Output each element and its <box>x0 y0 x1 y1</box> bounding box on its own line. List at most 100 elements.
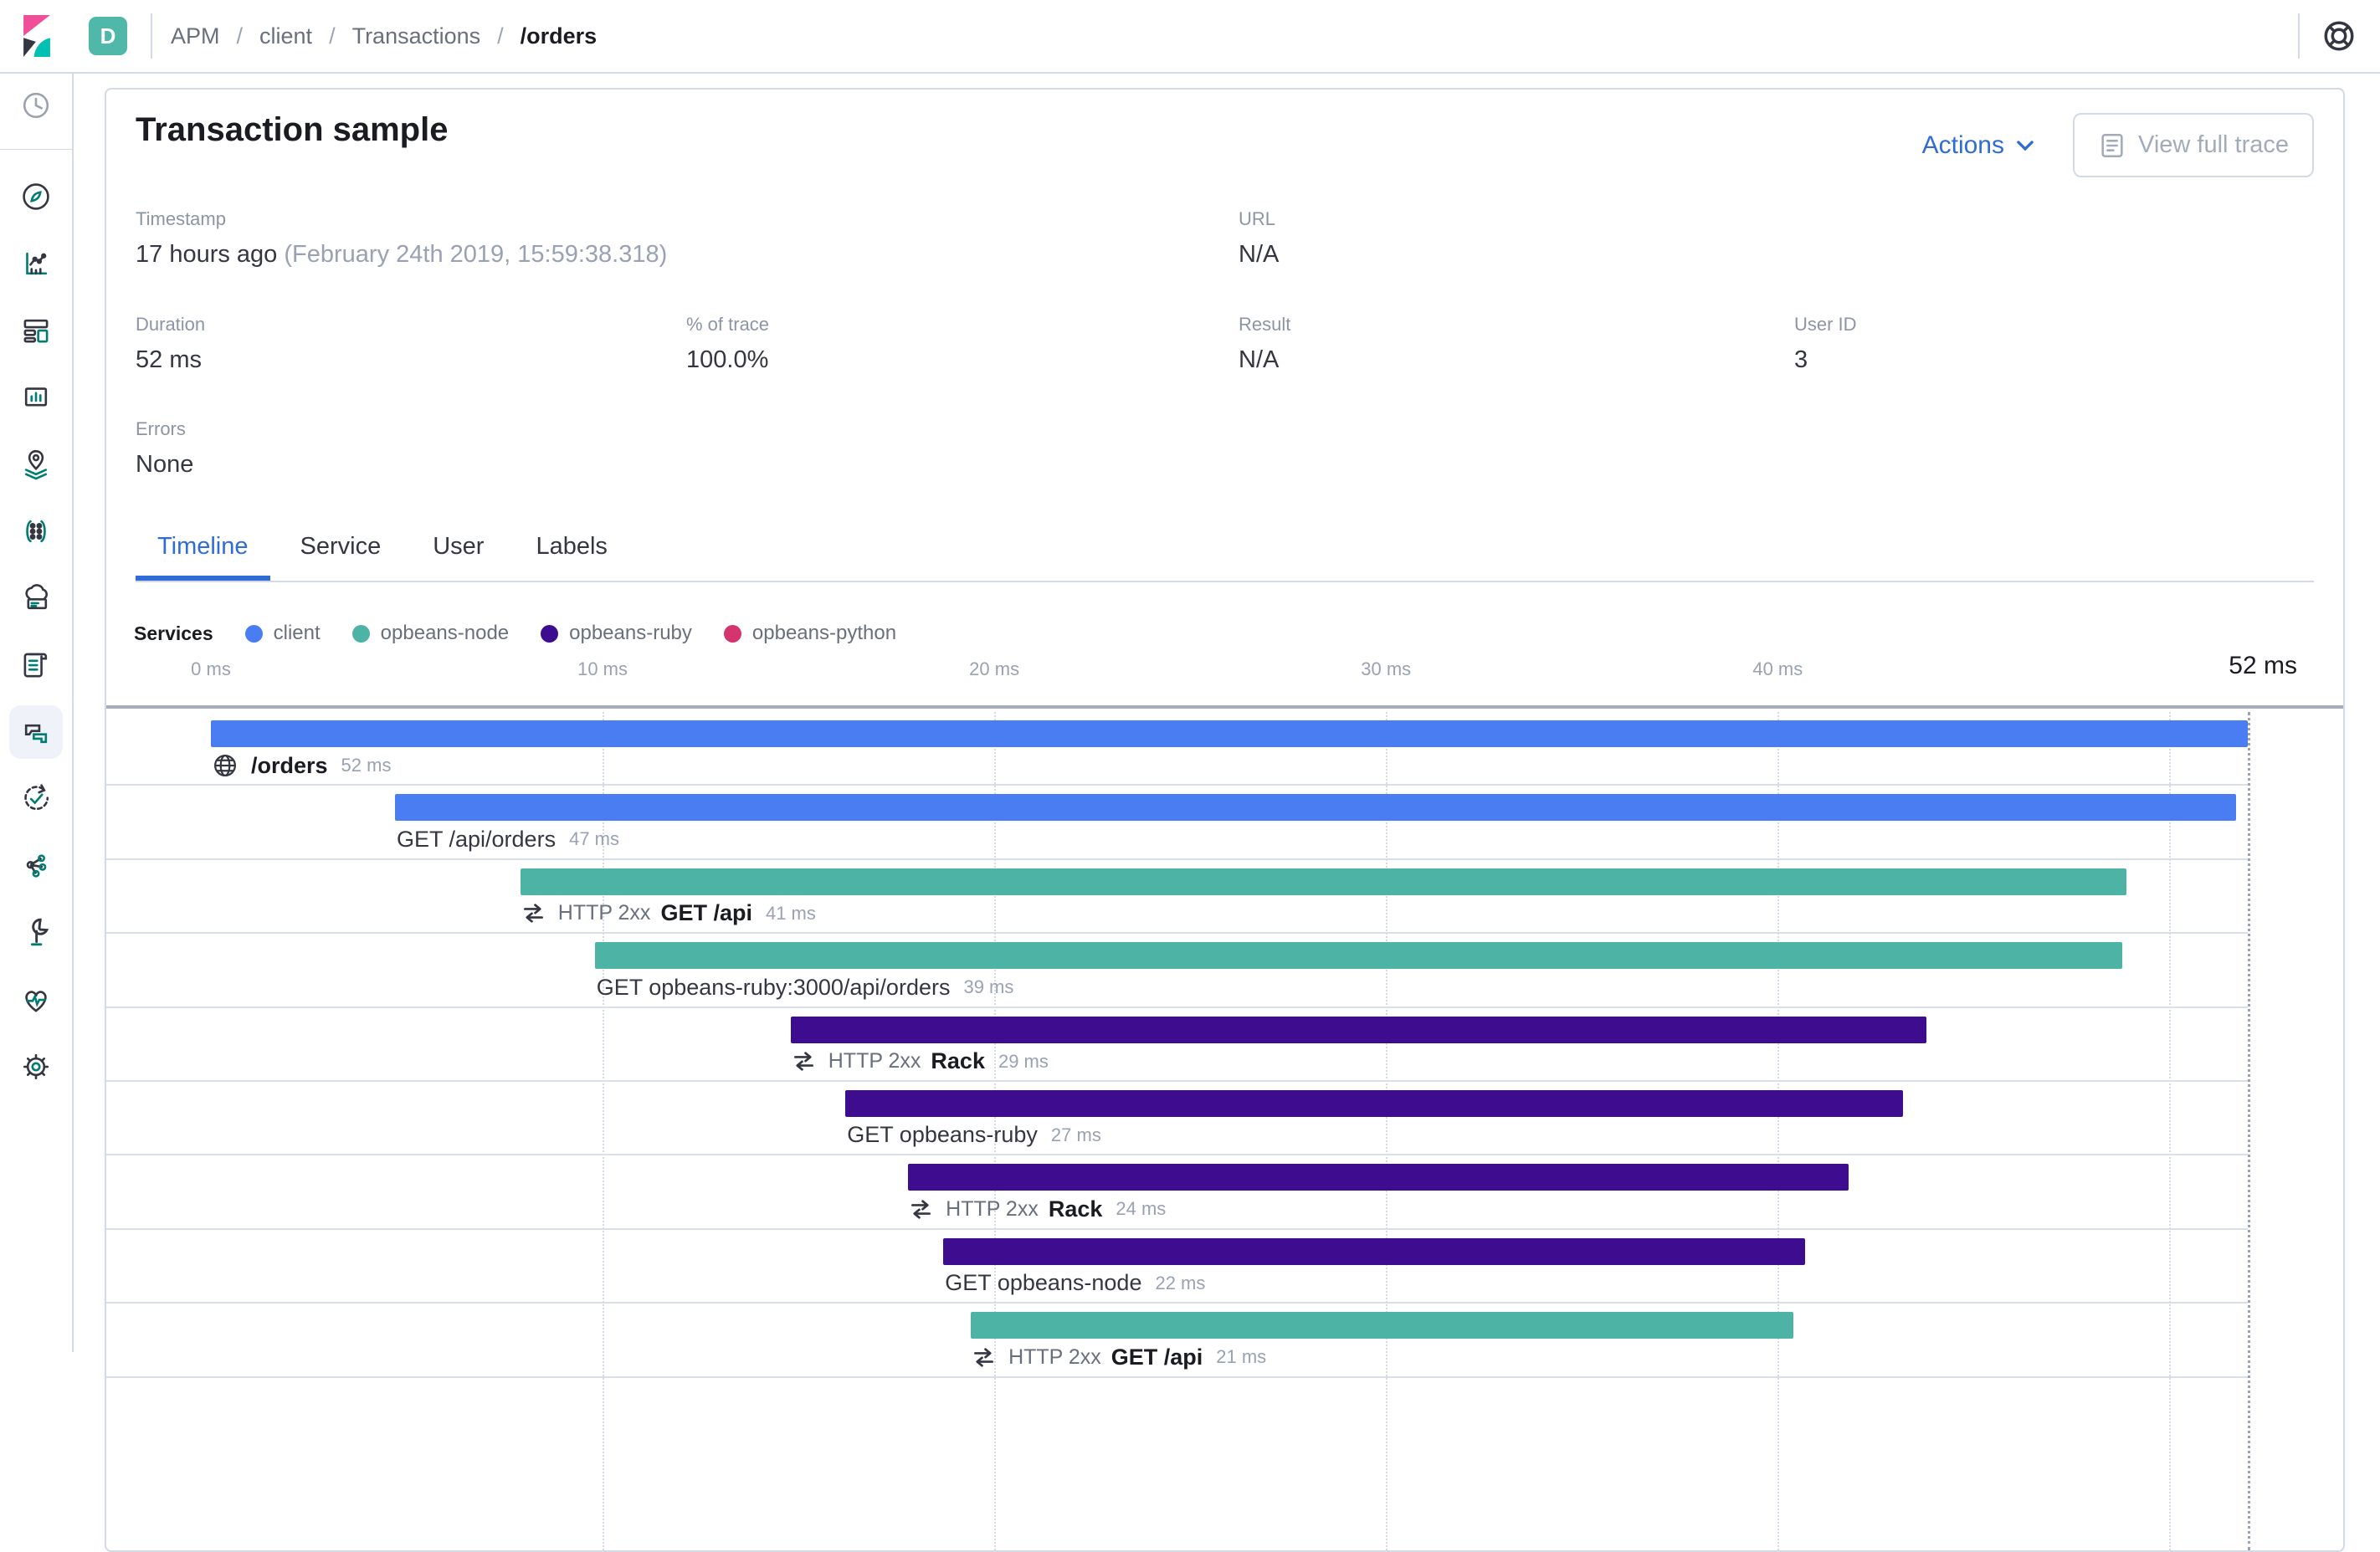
merge-icon <box>522 902 545 925</box>
legend-item-opbeans-ruby: opbeans-ruby <box>541 622 692 645</box>
span-bar[interactable] <box>395 794 2236 821</box>
axis-line <box>106 705 2343 709</box>
legend-label: opbeans-node <box>381 622 509 645</box>
help-icon <box>2321 18 2357 54</box>
sidebar-item-machine-learning[interactable] <box>9 505 63 558</box>
span-row: GET opbeans-ruby 27 ms <box>106 1082 2343 1155</box>
breadcrumb-separator: / <box>497 23 504 49</box>
sidebar-item-maps[interactable] <box>9 438 63 491</box>
apm-icon <box>18 715 54 750</box>
legend-dot-client <box>245 625 263 643</box>
merge-icon-wrap <box>792 1050 815 1073</box>
space-avatar[interactable]: D <box>89 17 127 55</box>
tab-user[interactable]: User <box>411 512 505 581</box>
row-name: Rack <box>1049 1196 1103 1222</box>
sidebar-item-discover[interactable] <box>9 170 63 223</box>
transaction-bar[interactable] <box>791 1017 1926 1043</box>
graph-icon <box>18 848 54 884</box>
axis-tick-label: 0 ms <box>191 658 231 680</box>
axis-tick-label: 30 ms <box>1361 658 1411 680</box>
merge-icon-wrap <box>522 902 545 925</box>
row-duration: 27 ms <box>1051 1124 1101 1146</box>
span-bar[interactable] <box>595 942 2123 969</box>
view-full-trace-button[interactable]: View full trace <box>2073 113 2314 177</box>
services-legend-title: Services <box>134 622 213 645</box>
row-name: GET /api/orders <box>397 827 556 853</box>
sidebar-item-monitoring[interactable] <box>9 973 63 1027</box>
transaction-bar[interactable] <box>971 1312 1793 1339</box>
meta-result: Result N/A <box>1239 314 1290 374</box>
transaction-bar[interactable] <box>521 868 2126 895</box>
transaction-bar[interactable] <box>908 1164 1848 1191</box>
span-bar[interactable] <box>845 1090 1903 1117</box>
sidebar-item-infrastructure[interactable] <box>9 571 63 625</box>
sidebar-item-management[interactable] <box>9 1040 63 1094</box>
row-name: GET opbeans-ruby <box>847 1122 1038 1148</box>
breadcrumb-item[interactable]: APM <box>171 23 220 49</box>
legend-dot-opbeans-python <box>724 625 741 643</box>
sidebar-item-canvas[interactable] <box>9 371 63 424</box>
breadcrumb-item[interactable]: Transactions <box>352 23 481 49</box>
topbar-divider <box>151 13 152 59</box>
row-name: GET /api <box>1111 1345 1203 1370</box>
tab-labels[interactable]: Labels <box>514 512 628 581</box>
kibana-logo[interactable] <box>0 0 74 73</box>
row-name: Rack <box>931 1048 985 1074</box>
row-prefix: HTTP 2xx <box>1008 1345 1101 1370</box>
sidebar-item-graph[interactable] <box>9 839 63 893</box>
span-label[interactable]: GET opbeans-ruby 27 ms <box>847 1120 1101 1150</box>
row-name: /orders <box>251 753 328 779</box>
sidebar-item-apm[interactable] <box>9 705 63 759</box>
help-button[interactable] <box>2321 18 2357 54</box>
span-bar[interactable] <box>943 1238 1805 1265</box>
row-divider <box>106 1376 2248 1378</box>
row-name: GET /api <box>660 900 752 926</box>
sidebar-item-uptime[interactable] <box>9 772 63 826</box>
chevron-down-icon <box>2014 135 2036 156</box>
tab-service[interactable]: Service <box>279 512 403 581</box>
merge-icon <box>972 1346 995 1369</box>
actions-label: Actions <box>1922 131 2004 160</box>
meta-user-id: User ID 3 <box>1794 314 1857 374</box>
breadcrumb-separator: / <box>237 23 244 49</box>
bar-chart-icon <box>18 246 54 281</box>
sidebar-item-visualize[interactable] <box>9 237 63 290</box>
wrench-icon <box>18 915 54 950</box>
transaction-bar[interactable] <box>211 720 2248 747</box>
merge-icon <box>792 1050 815 1073</box>
sidebar-item-dashboard[interactable] <box>9 304 63 357</box>
meta-errors: Errors None <box>136 418 193 479</box>
sidebar-item-logs[interactable] <box>9 638 63 692</box>
legend-label: opbeans-ruby <box>569 622 692 645</box>
globe-icon-wrap <box>213 753 238 778</box>
breadcrumb-item[interactable]: client <box>259 23 312 49</box>
tab-timeline[interactable]: Timeline <box>136 512 270 581</box>
machine-learning-icon <box>18 514 54 549</box>
breadcrumb-item[interactable]: /orders <box>521 23 598 49</box>
infrastructure-icon <box>18 581 54 616</box>
page-title: Transaction sample <box>136 111 448 149</box>
sidebar-item-recently-viewed[interactable] <box>9 79 63 132</box>
legend-dot-opbeans-node <box>352 625 370 643</box>
sidebar-item-dev-tools[interactable] <box>9 906 63 960</box>
axis-tick-label: 40 ms <box>1752 658 1803 680</box>
timestamp-absolute: (February 24th 2019, 15:59:38.318) <box>284 241 667 268</box>
actions-dropdown[interactable]: Actions <box>1922 131 2036 160</box>
legend-label: client <box>274 622 321 645</box>
